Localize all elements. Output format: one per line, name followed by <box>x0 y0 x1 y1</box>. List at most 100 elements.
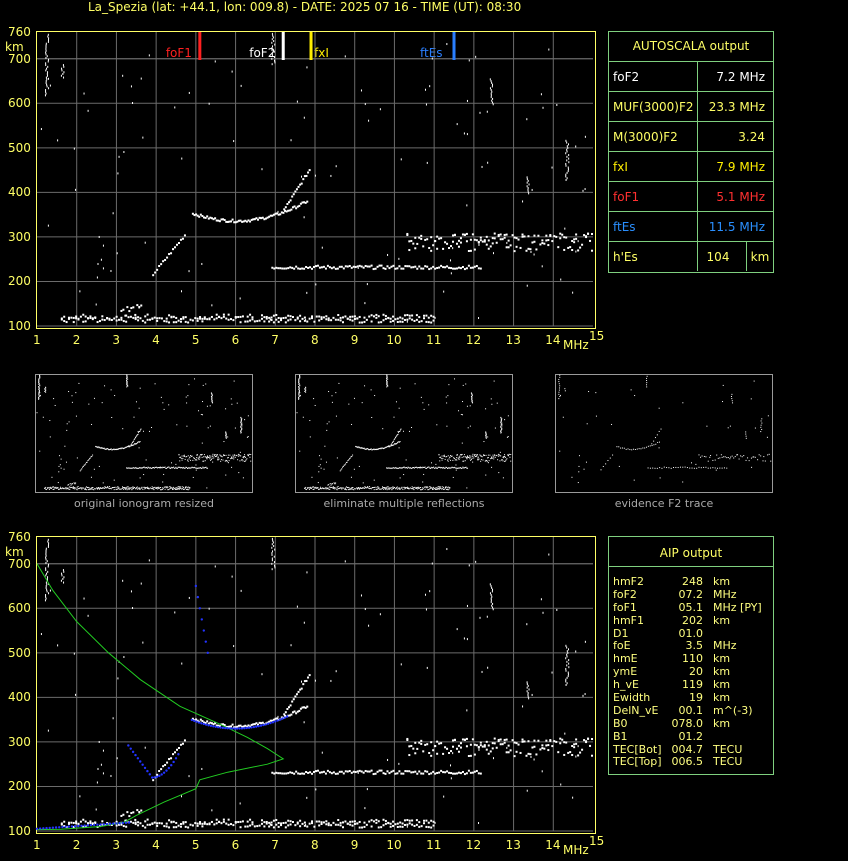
echo-point <box>565 742 567 744</box>
echo-point <box>131 590 132 592</box>
thumbnail-point <box>730 457 731 458</box>
thumbnail-point <box>246 458 247 459</box>
echo-point <box>274 44 275 46</box>
thumbnail-point <box>81 468 82 469</box>
thumbnail-point <box>186 426 187 427</box>
echo-point <box>567 655 568 657</box>
echo-point <box>182 238 184 240</box>
thumbnail-point <box>437 488 438 489</box>
echo-point <box>304 216 305 218</box>
echo-point <box>410 240 412 242</box>
marker-bar-fxi <box>310 32 313 60</box>
echo-point <box>537 740 539 742</box>
thumbnail-point <box>111 389 112 390</box>
echo-point <box>301 688 303 690</box>
echo-point <box>189 597 190 599</box>
echo-point <box>271 317 273 319</box>
echo-point <box>63 71 64 73</box>
echo-point <box>70 822 72 824</box>
thumbnail-point <box>231 457 232 458</box>
thumbnail-point <box>470 457 471 458</box>
echo-point <box>363 822 365 824</box>
echo-point <box>371 770 373 772</box>
echo-point <box>375 773 377 775</box>
echo-point <box>390 823 392 825</box>
thumbnail-point <box>426 486 427 487</box>
thumbnail-point <box>485 475 486 476</box>
thumbnail-point <box>742 456 743 457</box>
echo-point <box>125 321 127 323</box>
thumbnail-point <box>228 457 229 458</box>
thumbnail-point <box>89 489 90 490</box>
model-point <box>163 772 165 774</box>
echo-point <box>75 694 76 696</box>
thumbnail-point <box>755 457 756 458</box>
echo-point <box>564 228 565 230</box>
echo-point <box>174 611 175 613</box>
thumbnail-point <box>559 396 560 397</box>
thumbnail-point <box>505 457 506 458</box>
echo-point <box>578 745 579 747</box>
echo-point <box>304 822 306 824</box>
thumbnail-point <box>91 487 92 488</box>
echo-point <box>160 768 162 770</box>
thumbnail-point <box>240 417 241 418</box>
thumbnail-point <box>189 487 190 488</box>
echo-point <box>480 742 482 744</box>
thumbnail-point <box>687 467 688 468</box>
echo-point <box>430 315 432 317</box>
thumbnail-point <box>162 402 163 403</box>
echo-point <box>567 147 568 149</box>
echo-point <box>422 268 424 270</box>
thumbnail-point <box>501 428 502 429</box>
echo-point <box>272 568 273 570</box>
echo-point <box>438 238 440 240</box>
echo-point <box>401 158 402 160</box>
thumbnail-point <box>731 396 732 397</box>
echo-point <box>404 314 406 316</box>
echo-point <box>46 93 47 95</box>
thumbnail-point <box>698 454 699 455</box>
echo-point <box>402 321 404 323</box>
echo-point <box>492 85 493 87</box>
thumbnail-point <box>72 483 73 484</box>
echo-point <box>298 710 300 712</box>
echo-point <box>192 824 194 826</box>
echo-point <box>510 244 512 246</box>
thumbnail-point <box>309 487 310 488</box>
echo-point <box>378 820 380 822</box>
echo-point <box>46 598 47 600</box>
model-point <box>226 727 228 729</box>
echo-point <box>218 316 220 318</box>
echo-point <box>520 752 522 754</box>
thumbnail-point <box>136 488 137 489</box>
thumbnail-point <box>402 489 403 490</box>
echo-point <box>101 764 102 766</box>
thumbnail-point <box>60 487 61 488</box>
thumbnail-point <box>38 397 39 398</box>
echo-point <box>247 825 249 827</box>
echo-point <box>273 321 275 323</box>
thumbnail-point <box>430 468 431 469</box>
echo-point <box>73 822 75 824</box>
echo-point <box>46 50 47 52</box>
model-point <box>161 773 163 775</box>
thumbnail-point <box>701 467 702 468</box>
echo-point <box>325 773 327 775</box>
echo-point <box>452 739 454 741</box>
thumbnail-point <box>354 398 355 399</box>
echo-point <box>433 825 435 827</box>
echo-point <box>273 820 275 822</box>
thumbnail-point <box>203 461 204 462</box>
thumbnail-point <box>445 488 446 489</box>
echo-point <box>533 746 535 748</box>
thumbnail-point <box>185 468 186 469</box>
thumbnail-point <box>158 488 159 489</box>
echo-point <box>392 316 394 318</box>
echo-point <box>504 234 506 236</box>
echo-point <box>275 314 277 316</box>
thumbnail-point <box>168 467 169 468</box>
thumbnail-point <box>209 455 210 456</box>
model-point <box>222 727 224 729</box>
echo-point <box>533 241 535 243</box>
